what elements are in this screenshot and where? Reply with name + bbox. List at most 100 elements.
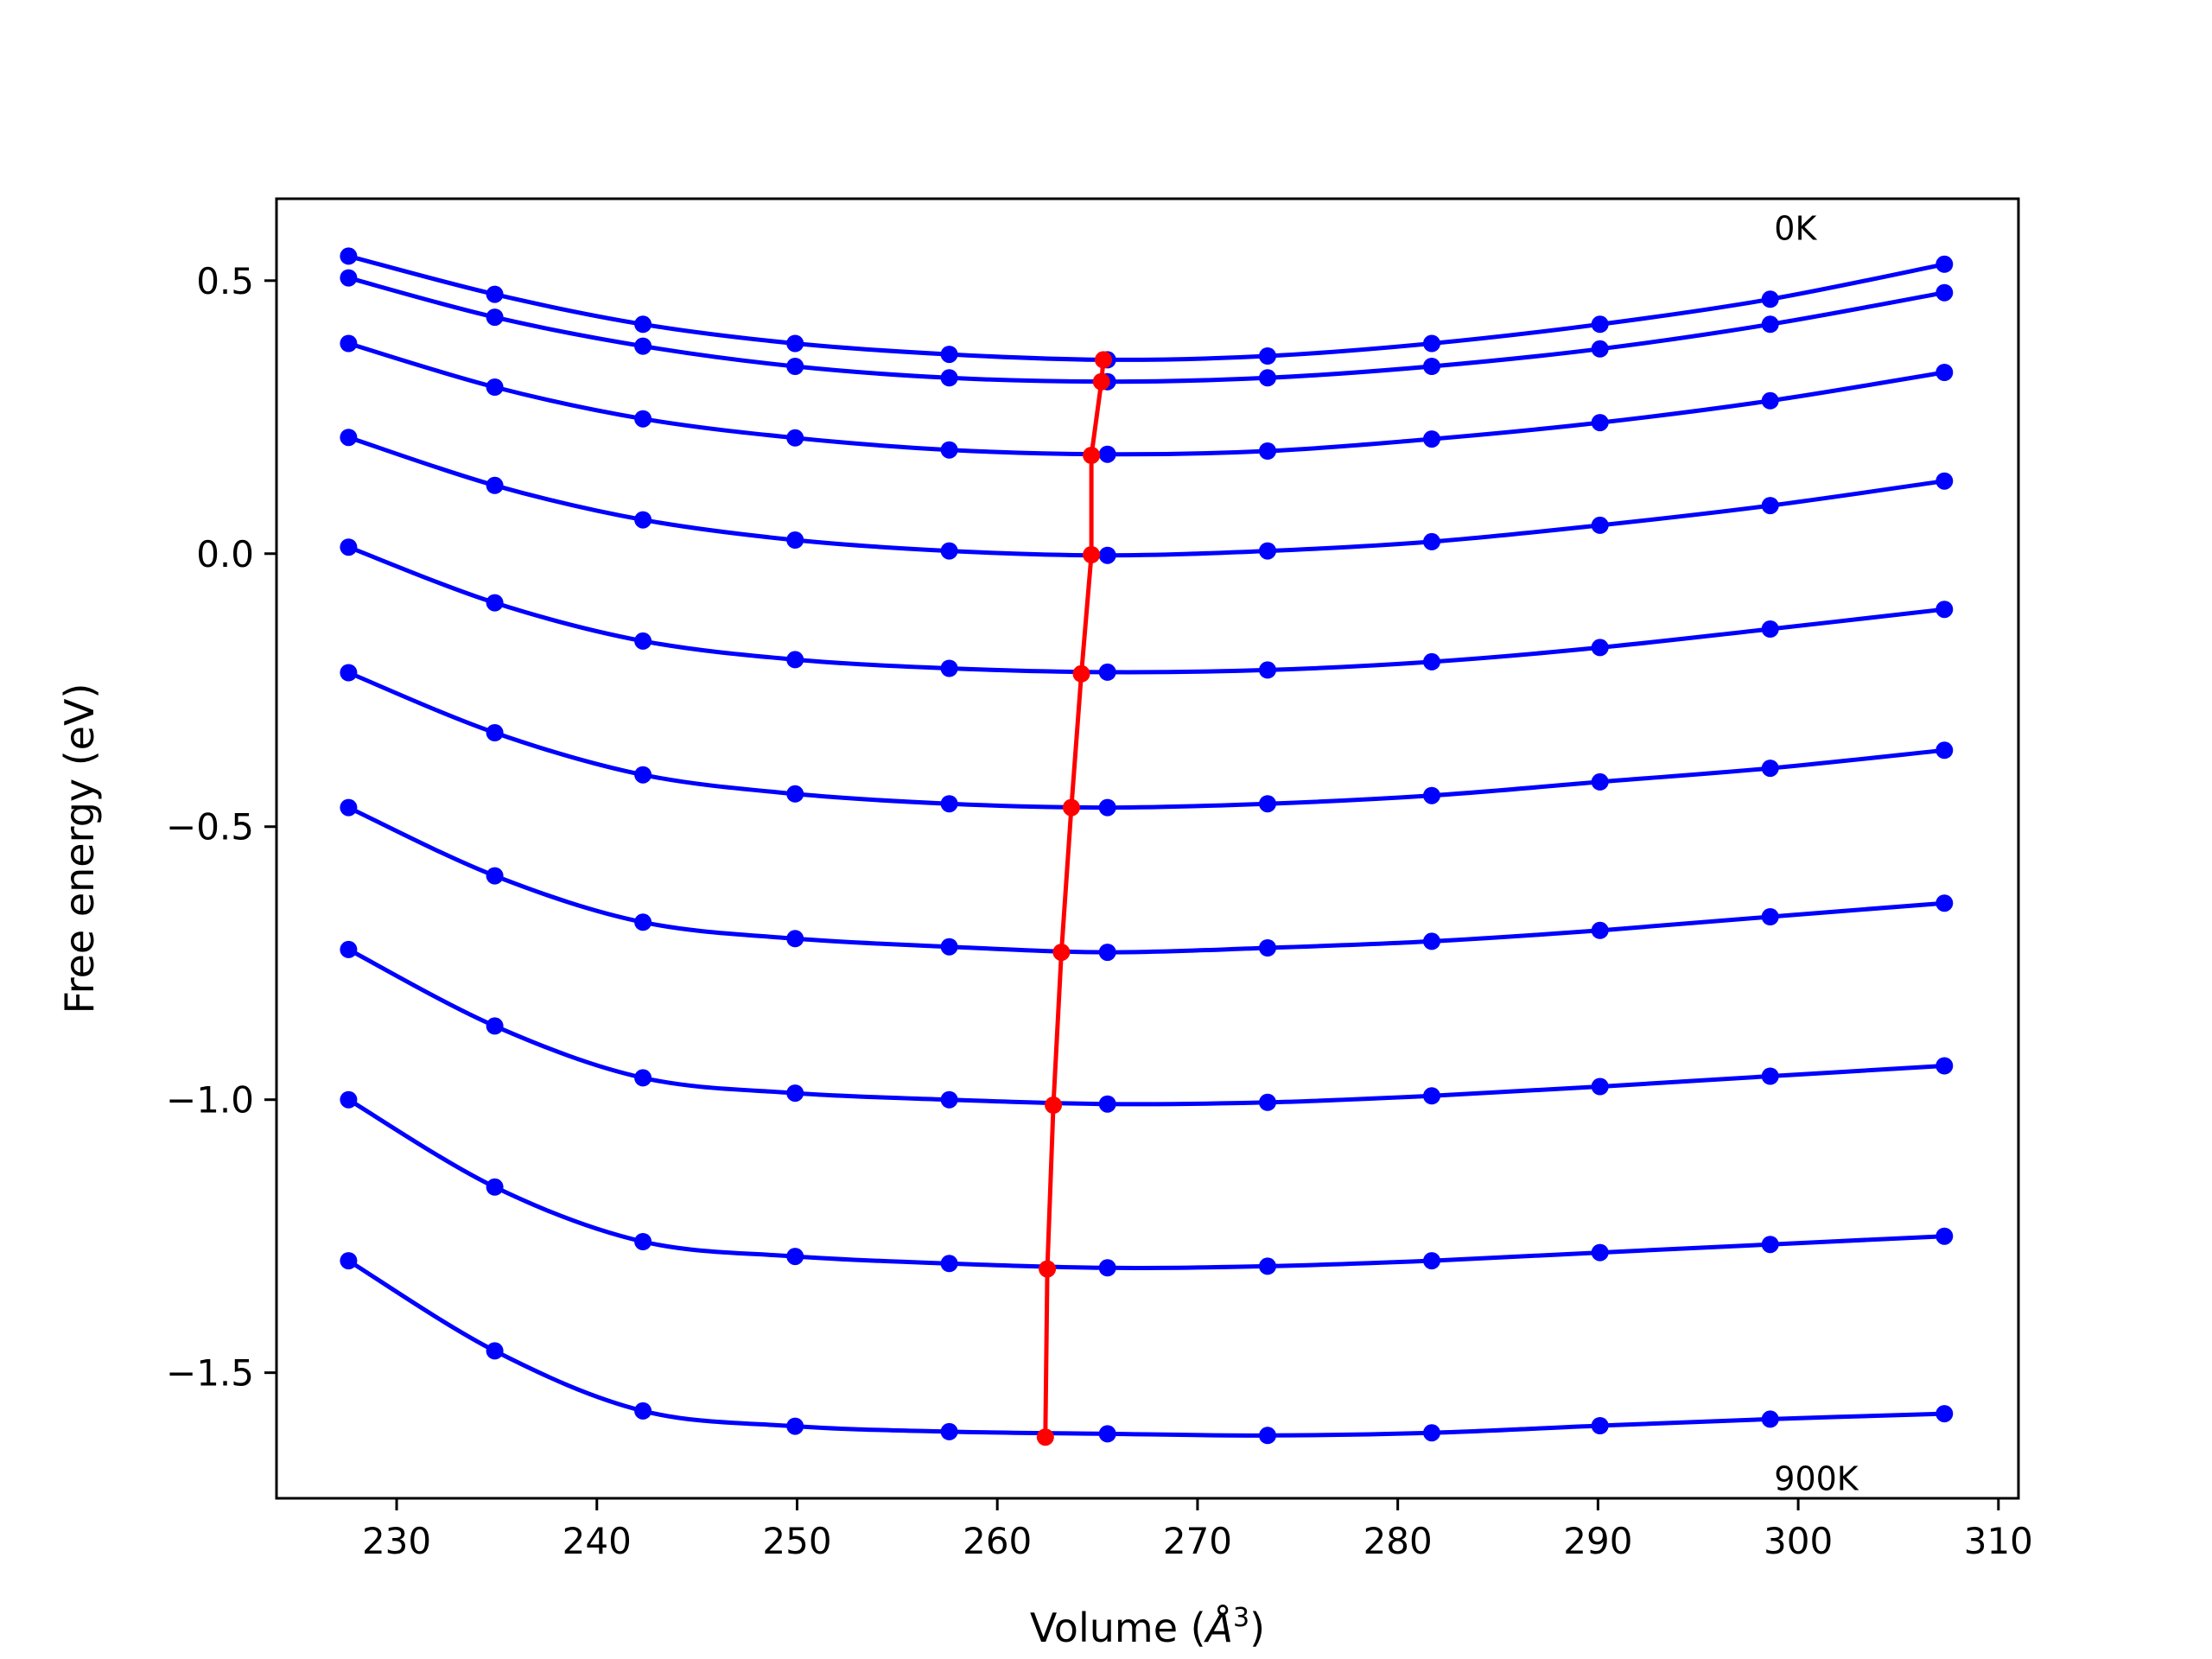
data-point	[340, 334, 358, 353]
data-point	[1591, 921, 1609, 939]
x-axis-label-text: Volume (	[1030, 1605, 1206, 1651]
data-point	[940, 1422, 958, 1440]
minimum-point	[1092, 372, 1110, 391]
data-point	[1423, 652, 1440, 671]
data-point	[786, 1417, 804, 1435]
x-tick-label: 290	[1563, 1520, 1632, 1562]
data-point	[786, 1248, 804, 1266]
data-point	[1591, 1417, 1609, 1434]
annotation-label: 900K	[1774, 1460, 1859, 1498]
data-point	[1761, 1236, 1779, 1254]
data-point	[634, 766, 652, 784]
data-point	[1761, 1067, 1779, 1085]
data-point	[634, 1233, 652, 1250]
data-point	[1761, 315, 1779, 334]
x-tick-label: 300	[1764, 1520, 1833, 1562]
data-point	[486, 1017, 504, 1035]
data-point	[786, 334, 804, 353]
data-point	[786, 1084, 804, 1103]
data-point	[340, 798, 358, 817]
data-point	[1423, 932, 1440, 950]
data-point	[1098, 798, 1116, 817]
minimum-point	[1036, 1428, 1054, 1446]
x-tick-label: 250	[762, 1520, 831, 1562]
data-point	[1098, 944, 1116, 962]
data-point	[1423, 532, 1440, 550]
data-point	[1423, 1424, 1440, 1442]
data-point	[1098, 1259, 1116, 1277]
data-point	[940, 1090, 958, 1109]
y-tick-label: −1.5	[166, 1352, 254, 1395]
data-point	[1259, 369, 1276, 387]
y-axis: 0.5 0.0 −0.5 −1.0 −1.5	[166, 260, 276, 1395]
x-tick-label: 310	[1964, 1520, 2033, 1562]
data-point	[634, 913, 652, 931]
y-tick-label: 0.0	[196, 533, 254, 575]
data-point	[486, 724, 504, 741]
minimum-point	[1083, 546, 1101, 563]
data-point	[1591, 315, 1609, 334]
minimum-point	[1052, 944, 1071, 962]
series-curve-7	[347, 947, 1945, 1107]
data-point	[1423, 334, 1440, 353]
data-point	[1259, 1257, 1276, 1275]
data-point	[634, 337, 652, 355]
data-point	[1098, 1425, 1116, 1443]
x-tick-label: 280	[1363, 1520, 1433, 1562]
data-point	[1936, 894, 1954, 912]
data-point	[1259, 939, 1276, 957]
data-point	[786, 651, 804, 669]
annotations: 0K 900K	[1774, 209, 1859, 1497]
data-point	[1423, 786, 1440, 804]
x-axis-label-unit: Å	[1204, 1605, 1233, 1651]
data-point	[940, 938, 958, 956]
data-point	[340, 429, 358, 447]
minimum-path-line	[1043, 359, 1106, 1438]
data-point	[1423, 1252, 1440, 1270]
data-point	[1761, 620, 1779, 638]
data-point	[1936, 601, 1954, 619]
data-point	[486, 476, 504, 494]
data-point	[940, 795, 958, 813]
data-point	[1936, 1057, 1954, 1075]
x-axis-label-close: )	[1249, 1605, 1265, 1651]
data-point	[940, 369, 958, 387]
minimum-point	[1045, 1096, 1063, 1114]
data-point	[1761, 497, 1779, 515]
data-point	[1591, 1077, 1609, 1096]
data-point	[486, 378, 504, 396]
data-point	[1423, 1087, 1440, 1105]
data-point	[1936, 472, 1954, 490]
data-point	[340, 247, 358, 265]
data-point	[1098, 1095, 1116, 1113]
data-point	[340, 269, 358, 287]
data-point	[340, 1252, 358, 1270]
data-point	[486, 308, 504, 327]
data-point	[786, 785, 804, 803]
data-point	[340, 538, 358, 556]
data-point	[1591, 414, 1609, 432]
data-point	[1591, 1243, 1609, 1262]
data-point	[1259, 347, 1276, 365]
y-tick-label: 0.5	[196, 260, 254, 302]
data-point	[940, 346, 958, 364]
data-point	[486, 594, 504, 612]
data-point	[1936, 1405, 1954, 1423]
y-axis-label: Free energy (eV)	[56, 683, 103, 1014]
data-point	[1098, 663, 1116, 681]
data-point	[1259, 1093, 1276, 1111]
data-point	[1259, 661, 1276, 679]
x-tick-label: 230	[362, 1520, 431, 1562]
series-curve-1	[347, 276, 1945, 385]
x-tick-label: 260	[963, 1520, 1032, 1562]
data-point	[1098, 445, 1116, 463]
data-point	[786, 930, 804, 948]
data-point	[1098, 546, 1116, 564]
data-point	[1259, 1427, 1276, 1445]
series-curve-8	[347, 1097, 1945, 1270]
data-point	[786, 531, 804, 549]
data-point	[634, 410, 652, 428]
data-point	[1591, 516, 1609, 534]
y-tick-label: −1.0	[166, 1079, 254, 1122]
plot-frame	[275, 197, 2020, 1500]
